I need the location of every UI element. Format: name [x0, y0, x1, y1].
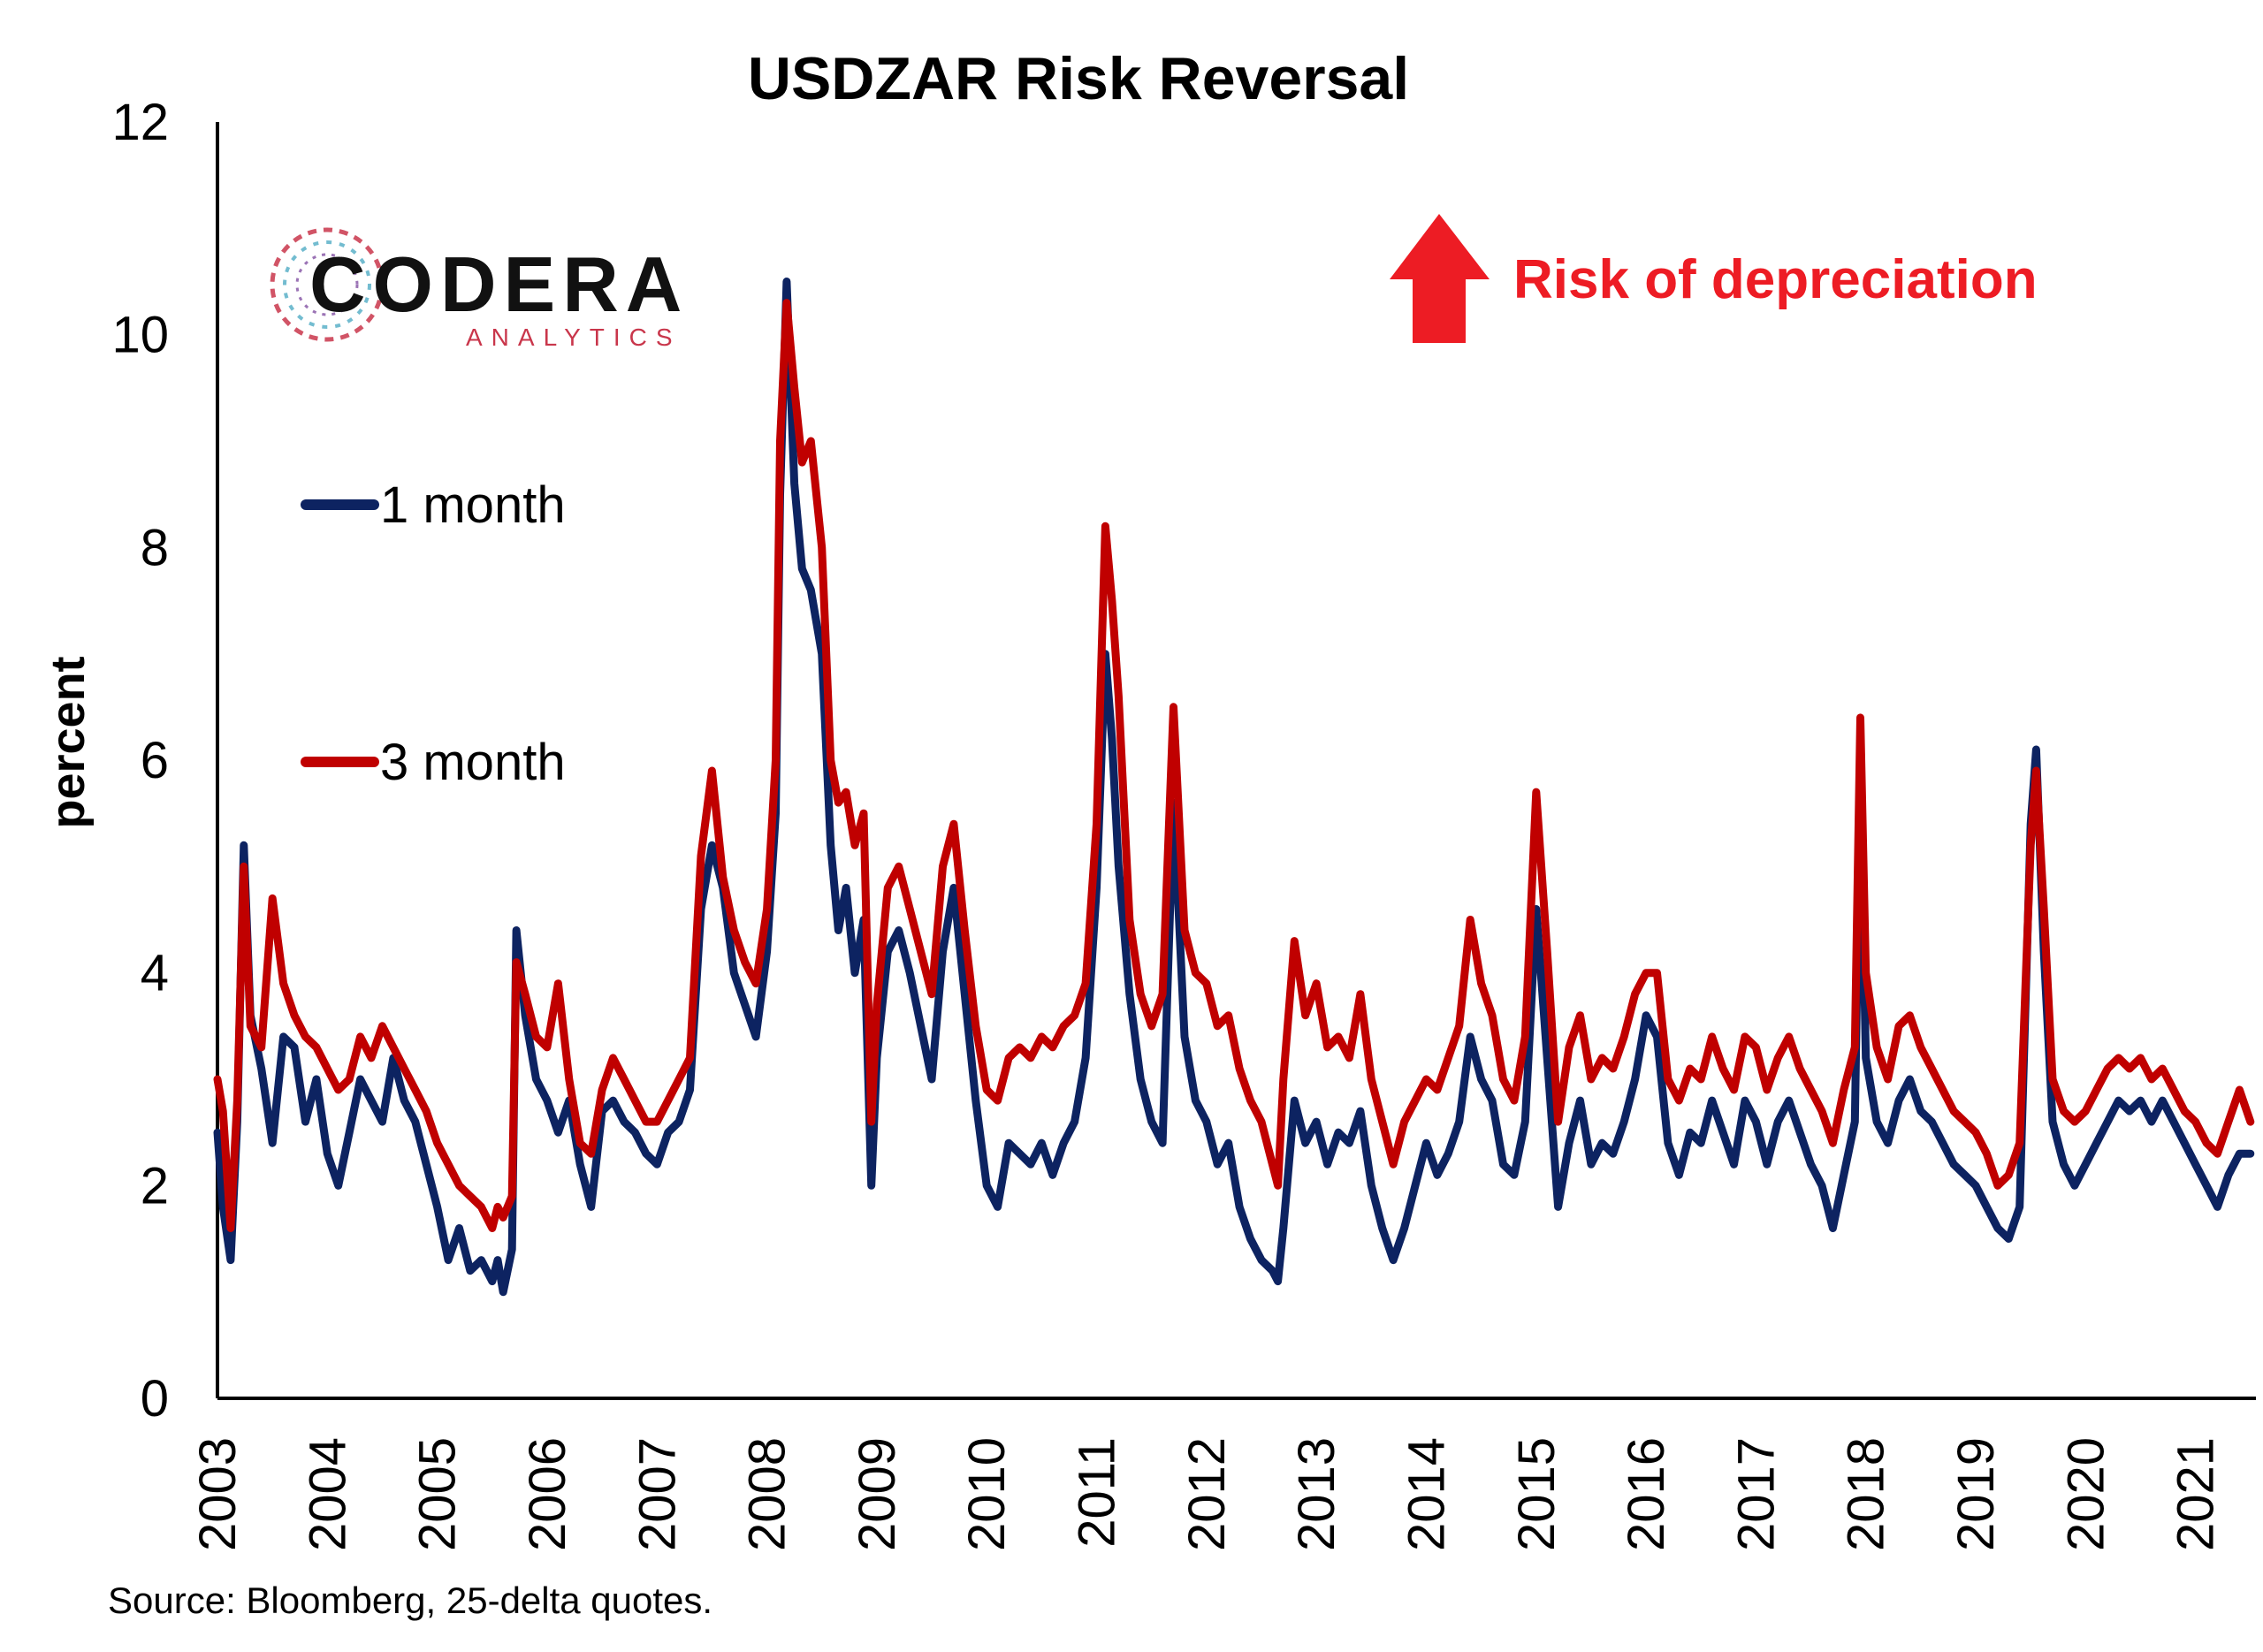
source-note: Source: Bloomberg, 25-delta quotes.	[108, 1580, 712, 1621]
y-axis-label: percent	[42, 656, 95, 828]
x-tick-label: 2006	[519, 1437, 576, 1551]
y-tick-label: 8	[141, 519, 169, 576]
logo-name: CODERA	[309, 240, 689, 328]
y-tick-label: 10	[111, 307, 169, 364]
x-tick-label: 2004	[299, 1437, 356, 1551]
chart-title: USDZAR Risk Reversal	[748, 45, 1409, 112]
y-axis-ticks: 0 2 4 6 8 10 12	[111, 94, 169, 1427]
x-tick-label: 2016	[1618, 1437, 1675, 1551]
series-line-1-month	[213, 278, 2255, 1297]
x-tick-label: 2010	[958, 1437, 1016, 1551]
y-tick-label: 12	[111, 94, 169, 151]
codera-logo: CODERA ANALYTICS	[270, 227, 689, 351]
y-tick-label: 4	[141, 945, 169, 1002]
legend-label-1-month: 1 month	[380, 476, 566, 534]
depreciation-annotation: Risk of depreciation	[1390, 214, 2038, 343]
x-tick-label: 2011	[1069, 1437, 1126, 1548]
legend: 1 month 3 month	[301, 476, 566, 791]
x-tick-label: 2018	[1838, 1437, 1895, 1551]
series-group	[213, 278, 2255, 1297]
y-tick-label: 6	[141, 732, 169, 789]
x-tick-label: 2013	[1288, 1437, 1345, 1551]
x-tick-label: 2021	[2168, 1437, 2225, 1551]
annotation-text: Risk of depreciation	[1513, 249, 2038, 310]
x-tick-label: 2005	[409, 1437, 467, 1551]
legend-label-3-month: 3 month	[380, 734, 566, 791]
x-tick-label: 2020	[2057, 1437, 2114, 1551]
x-tick-label: 2012	[1178, 1437, 1236, 1551]
x-tick-label: 2003	[189, 1437, 247, 1551]
series-line-3-month	[213, 299, 2255, 1232]
x-tick-label: 2015	[1508, 1437, 1566, 1551]
x-tick-label: 2008	[739, 1437, 796, 1551]
x-axis-ticks: 2003 2004 2005 2006 2007 2008 2009 2010 2011 2012…	[189, 1437, 2225, 1551]
x-tick-label: 2014	[1398, 1437, 1455, 1551]
logo-tagline: ANALYTICS	[466, 324, 682, 351]
x-tick-label: 2019	[1947, 1437, 2005, 1551]
x-tick-label: 2017	[1727, 1437, 1785, 1551]
y-tick-label: 0	[141, 1370, 169, 1427]
up-arrow-icon	[1390, 214, 1490, 343]
x-tick-label: 2007	[629, 1437, 686, 1551]
x-tick-label: 2009	[849, 1437, 906, 1551]
codera-logo-mark	[270, 227, 385, 342]
y-tick-label: 2	[141, 1157, 169, 1214]
